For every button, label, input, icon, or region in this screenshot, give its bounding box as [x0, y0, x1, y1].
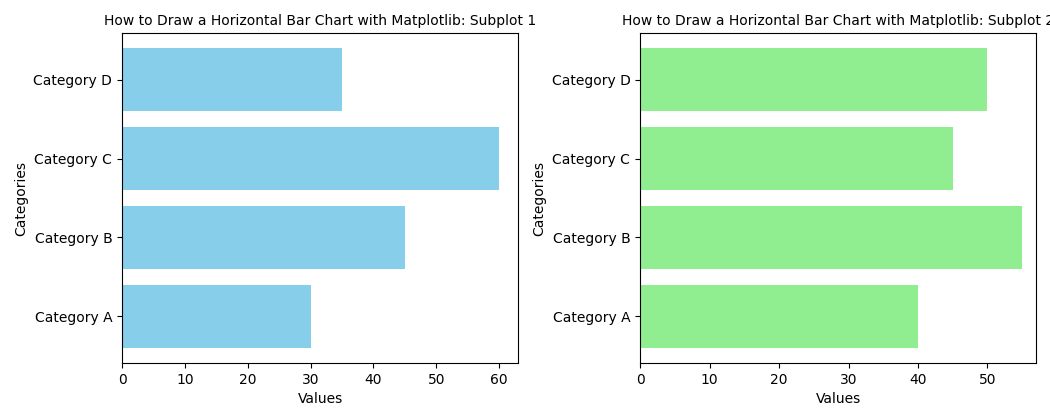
Bar	[122, 48, 342, 111]
X-axis label: Values: Values	[816, 392, 861, 406]
Y-axis label: Categories: Categories	[14, 160, 28, 236]
X-axis label: Values: Values	[297, 392, 342, 406]
Bar	[122, 285, 311, 348]
Bar	[122, 206, 405, 269]
Title: How to Draw a Horizontal Bar Chart with Matplotlib: Subplot 1: How to Draw a Horizontal Bar Chart with …	[104, 14, 537, 28]
Bar	[640, 48, 987, 111]
Bar	[640, 127, 952, 190]
Bar	[640, 206, 1023, 269]
Bar	[640, 285, 918, 348]
Bar	[122, 127, 499, 190]
Y-axis label: Categories: Categories	[532, 160, 546, 236]
Title: How to Draw a Horizontal Bar Chart with Matplotlib: Subplot 2: How to Draw a Horizontal Bar Chart with …	[622, 14, 1050, 28]
